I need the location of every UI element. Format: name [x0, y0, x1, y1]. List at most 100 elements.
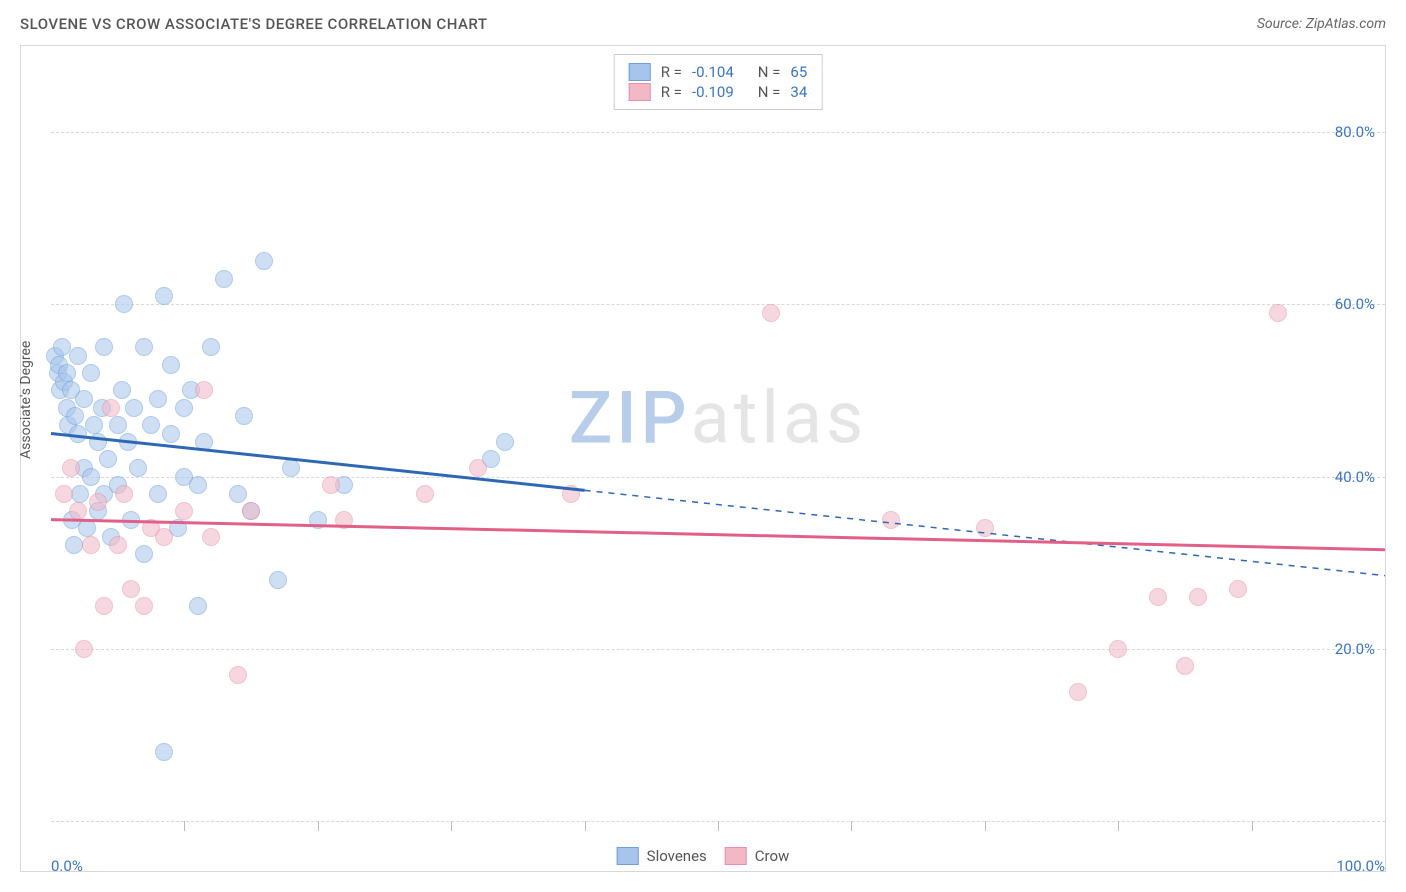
data-point — [1149, 588, 1167, 606]
data-point — [119, 433, 137, 451]
data-point — [1229, 580, 1247, 598]
legend-r-value: -0.109 — [692, 83, 734, 101]
y-tick-label: 20.0% — [1335, 640, 1375, 658]
x-tick — [985, 821, 986, 831]
x-tick — [1252, 821, 1253, 831]
data-point — [175, 399, 193, 417]
data-point — [1189, 588, 1207, 606]
data-point — [135, 545, 153, 563]
data-point — [115, 295, 133, 313]
data-point — [189, 597, 207, 615]
data-point — [202, 338, 220, 356]
watermark: ZIPatlas — [569, 376, 867, 461]
data-point — [142, 416, 160, 434]
x-tick — [184, 821, 185, 831]
gridline — [51, 649, 1385, 650]
data-point — [155, 528, 173, 546]
series-legend-item: Slovenes — [617, 847, 707, 865]
data-point — [229, 666, 247, 684]
data-point — [282, 459, 300, 477]
data-point — [309, 511, 327, 529]
legend-r-label: R = — [661, 83, 682, 101]
data-point — [469, 459, 487, 477]
data-point — [562, 485, 580, 503]
data-point — [75, 390, 93, 408]
gridline — [51, 304, 1385, 305]
data-point — [125, 399, 143, 417]
legend-r-label: R = — [661, 63, 682, 81]
legend-r-value: -0.104 — [692, 63, 734, 81]
data-point — [69, 347, 87, 365]
data-point — [496, 433, 514, 451]
data-point — [195, 381, 213, 399]
legend-row: R = -0.104 N = 65 — [629, 63, 808, 81]
data-point — [102, 399, 120, 417]
x-tick — [451, 821, 452, 831]
data-point — [135, 597, 153, 615]
data-point — [109, 536, 127, 554]
data-point — [78, 519, 96, 537]
y-tick-label: 80.0% — [1335, 123, 1375, 141]
correlation-legend: R = -0.104N = 65R = -0.109N = 34 — [614, 54, 823, 110]
data-point — [155, 743, 173, 761]
data-point — [416, 485, 434, 503]
data-point — [66, 407, 84, 425]
data-point — [1269, 304, 1287, 322]
watermark-brand-1: ZIP — [569, 376, 691, 461]
data-point — [82, 364, 100, 382]
data-point — [82, 468, 100, 486]
x-tick — [1118, 821, 1119, 831]
data-point — [89, 493, 107, 511]
data-point — [69, 425, 87, 443]
data-point — [135, 338, 153, 356]
data-point — [189, 476, 207, 494]
data-point — [85, 416, 103, 434]
legend-swatch — [725, 847, 747, 865]
gridline — [51, 477, 1385, 478]
data-point — [195, 433, 213, 451]
legend-swatch — [617, 847, 639, 865]
data-point — [335, 511, 353, 529]
legend-swatch — [629, 63, 651, 81]
data-point — [1176, 657, 1194, 675]
data-point — [229, 485, 247, 503]
y-axis-label: Associate's Degree — [18, 340, 34, 458]
series-legend-label: Slovenes — [647, 847, 707, 865]
gridline — [51, 132, 1385, 133]
data-point — [55, 485, 73, 503]
data-point — [322, 476, 340, 494]
data-point — [82, 536, 100, 554]
legend-row: R = -0.109N = 34 — [629, 83, 808, 101]
data-point — [69, 502, 87, 520]
chart-container: Associate's Degree ZIPatlas R = -0.104 N … — [20, 45, 1386, 872]
legend-swatch — [629, 83, 651, 101]
data-point — [269, 571, 287, 589]
source-attribution: Source: ZipAtlas.com — [1257, 16, 1386, 32]
data-point — [129, 459, 147, 477]
data-point — [65, 536, 83, 554]
data-point — [71, 485, 89, 503]
data-point — [109, 416, 127, 434]
data-point — [95, 597, 113, 615]
data-point — [122, 580, 140, 598]
x-tick — [718, 821, 719, 831]
series-legend-label: Crow — [755, 847, 790, 865]
x-tick — [851, 821, 852, 831]
legend-n-label: N = — [758, 63, 781, 81]
data-point — [882, 511, 900, 529]
data-point — [976, 519, 994, 537]
data-point — [115, 485, 133, 503]
legend-n-value: 65 — [790, 63, 807, 81]
data-point — [99, 450, 117, 468]
regression-overlay — [51, 46, 1385, 821]
data-point — [149, 390, 167, 408]
data-point — [75, 640, 93, 658]
x-tick — [585, 821, 586, 831]
data-point — [762, 304, 780, 322]
legend-n-label: N = — [758, 83, 781, 101]
series-legend: Slovenes Crow — [617, 847, 790, 865]
data-point — [175, 502, 193, 520]
x-tick-label: 100.0% — [1336, 857, 1385, 875]
data-point — [242, 502, 260, 520]
chart-title: SLOVENE VS CROW ASSOCIATE'S DEGREE CORRE… — [20, 15, 488, 33]
